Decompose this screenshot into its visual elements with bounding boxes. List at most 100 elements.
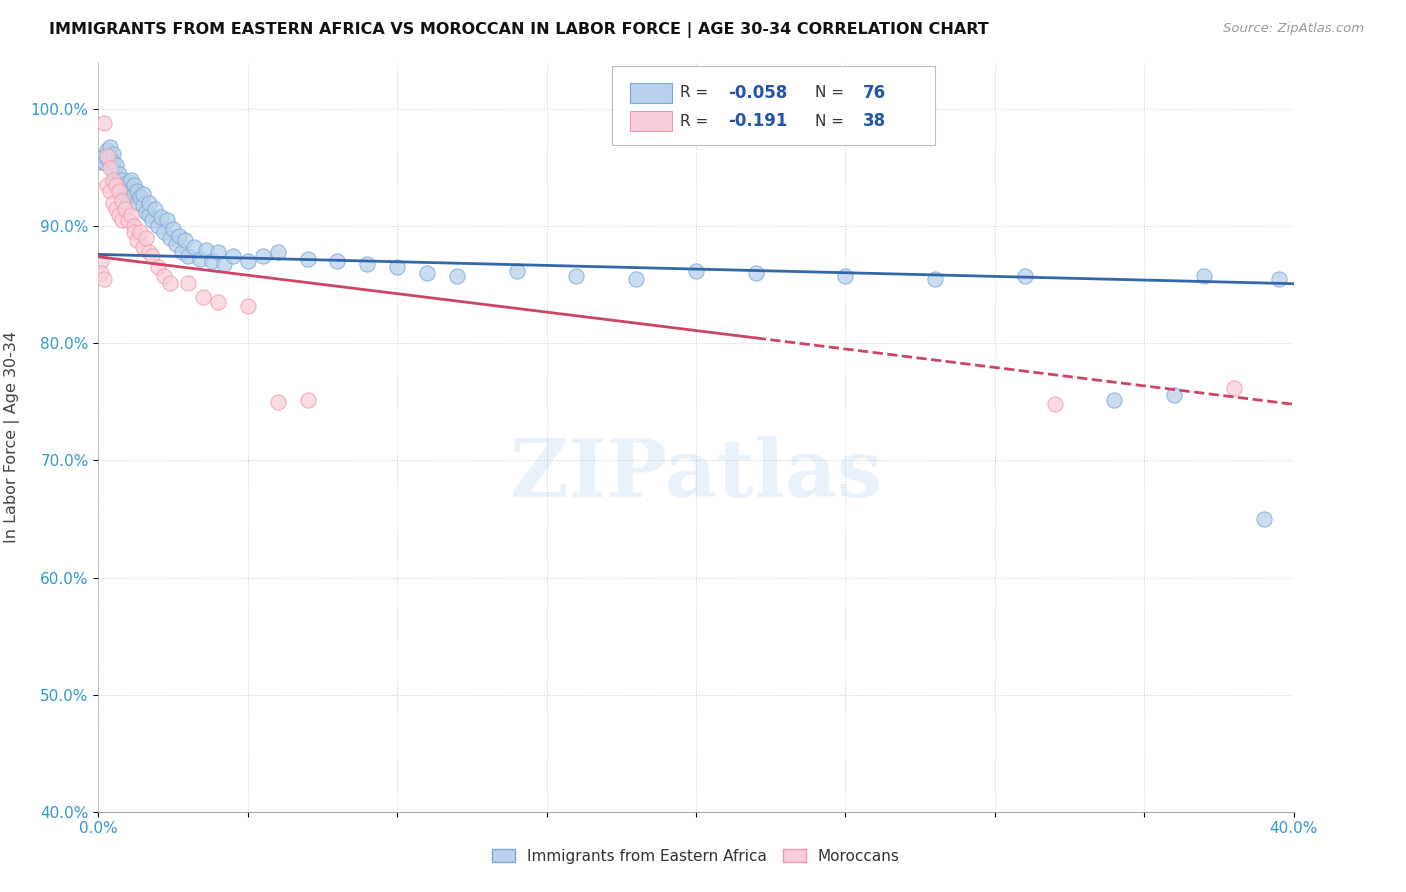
Point — [165, 236, 187, 251]
Point — [124, 178, 146, 193]
Point — [385, 260, 409, 275]
Point — [114, 202, 136, 216]
Point — [124, 186, 146, 201]
Point — [167, 228, 190, 243]
Point — [93, 155, 115, 169]
Point — [506, 264, 529, 278]
Point — [103, 163, 125, 178]
Point — [96, 178, 118, 193]
Text: N =: N = — [815, 113, 849, 128]
Point — [1014, 268, 1036, 283]
Point — [685, 264, 707, 278]
Point — [90, 155, 112, 169]
Text: -0.058: -0.058 — [728, 84, 787, 102]
Point — [297, 392, 319, 407]
Point — [162, 221, 184, 235]
Point — [188, 252, 211, 266]
Point — [114, 178, 136, 193]
Point — [924, 272, 946, 286]
Point — [103, 172, 125, 186]
Text: N =: N = — [815, 86, 849, 100]
Text: R =: R = — [681, 86, 714, 100]
Point — [120, 182, 142, 196]
Point — [105, 178, 128, 193]
Legend: Immigrants from Eastern Africa, Moroccans: Immigrants from Eastern Africa, Moroccan… — [485, 841, 907, 871]
Point — [565, 268, 588, 283]
Point — [150, 210, 173, 224]
Point — [156, 213, 179, 227]
Point — [108, 184, 131, 198]
Point — [267, 245, 290, 260]
Point — [1104, 392, 1126, 407]
Point — [135, 231, 157, 245]
Point — [135, 205, 157, 219]
Text: 76: 76 — [863, 84, 886, 102]
Point — [103, 155, 125, 169]
Point — [148, 219, 170, 234]
Point — [174, 233, 197, 247]
Point — [105, 159, 128, 173]
Point — [96, 143, 118, 157]
Point — [129, 190, 152, 204]
Point — [141, 213, 163, 227]
Point — [141, 249, 163, 263]
Text: 38: 38 — [863, 112, 886, 130]
Point — [117, 175, 139, 189]
Point — [96, 152, 118, 166]
Point — [1192, 268, 1215, 283]
Point — [120, 172, 142, 186]
Point — [111, 182, 134, 196]
Point — [252, 249, 274, 263]
Point — [1163, 388, 1185, 402]
Point — [117, 213, 139, 227]
Point — [207, 295, 229, 310]
Point — [129, 225, 152, 239]
Point — [90, 254, 112, 268]
Point — [195, 243, 218, 257]
Point — [108, 178, 131, 193]
Point — [120, 208, 142, 222]
Text: R =: R = — [681, 113, 714, 128]
Point — [172, 245, 194, 260]
Point — [132, 198, 155, 212]
Bar — [630, 83, 672, 103]
Text: IMMIGRANTS FROM EASTERN AFRICA VS MOROCCAN IN LABOR FORCE | AGE 30-34 CORRELATIO: IMMIGRANTS FROM EASTERN AFRICA VS MOROCC… — [49, 22, 988, 38]
Point — [191, 289, 214, 303]
Point — [103, 146, 125, 161]
Point — [143, 202, 166, 216]
Point — [117, 184, 139, 198]
Point — [177, 276, 200, 290]
Point — [98, 161, 122, 175]
Point — [153, 268, 176, 283]
Point — [132, 186, 155, 201]
Point — [159, 231, 181, 245]
Point — [127, 233, 149, 247]
Point — [127, 184, 149, 198]
Point — [108, 208, 131, 222]
Point — [148, 260, 170, 275]
Point — [177, 249, 200, 263]
Point — [1267, 272, 1289, 286]
Point — [626, 272, 648, 286]
Point — [138, 208, 160, 222]
Text: -0.191: -0.191 — [728, 112, 787, 130]
Point — [153, 225, 176, 239]
Point — [183, 240, 205, 254]
Point — [745, 266, 768, 280]
Point — [103, 195, 125, 210]
Point — [138, 195, 160, 210]
Bar — [630, 112, 672, 131]
Point — [159, 276, 181, 290]
Point — [212, 257, 235, 271]
Point — [98, 149, 122, 163]
Y-axis label: In Labor Force | Age 30-34: In Labor Force | Age 30-34 — [4, 331, 20, 543]
Point — [127, 195, 149, 210]
Point — [416, 266, 439, 280]
FancyBboxPatch shape — [613, 66, 935, 145]
Point — [111, 172, 134, 186]
Point — [90, 266, 112, 280]
Point — [98, 184, 122, 198]
Point — [108, 172, 131, 186]
Point — [98, 139, 122, 153]
Point — [111, 194, 134, 208]
